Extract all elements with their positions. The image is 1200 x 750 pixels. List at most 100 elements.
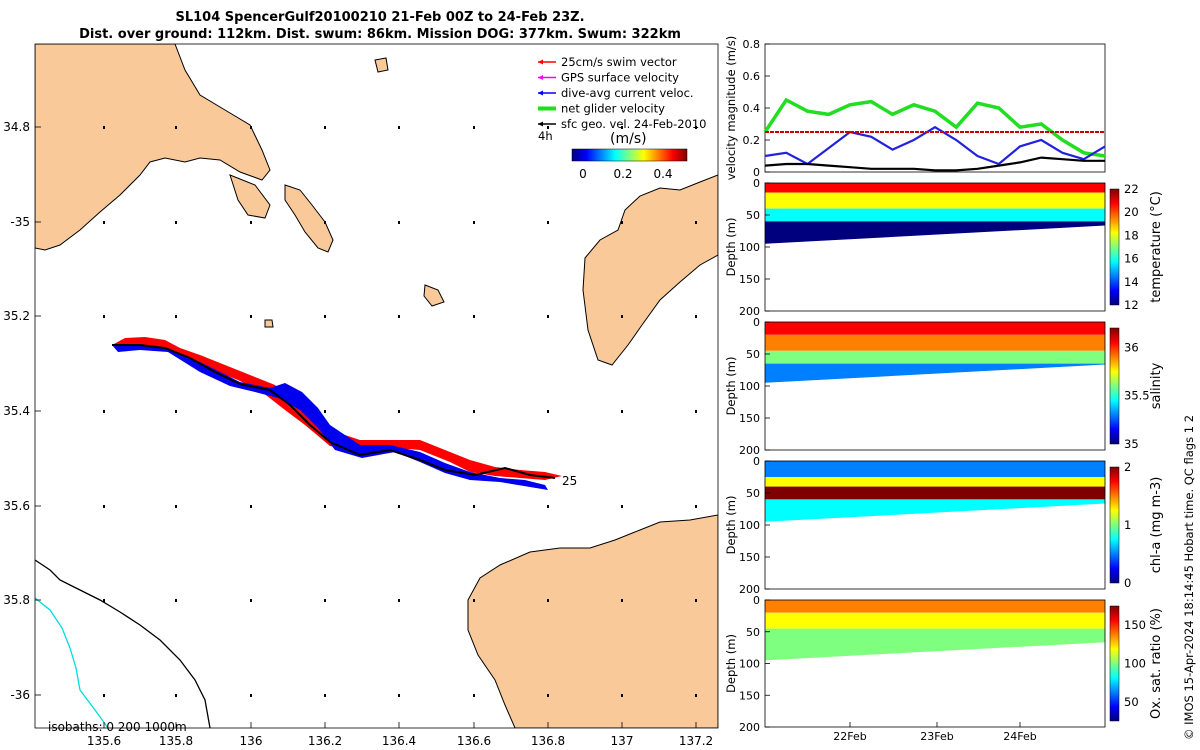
geo-velocity-arrow: [324, 221, 326, 224]
geo-velocity-arrow: [547, 315, 549, 318]
track-red-swim-vectors: [112, 337, 562, 480]
velocity-panel: 0 0.2 0.4 0.6 0.8 velocity magnitude (m/s): [724, 36, 1106, 181]
profile-layer: [765, 334, 1105, 351]
depth-tick-label: 50: [746, 209, 760, 222]
lon-tick-label: 136.6: [457, 734, 491, 748]
geo-velocity-arrow: [621, 599, 623, 602]
profile-layer: [765, 628, 1105, 661]
geo-velocity-arrow: [547, 694, 549, 697]
profile-panel: 0 50 100 150 200 Depth (m) 22 20 18 16 14 12 tempera…: [724, 177, 1164, 318]
map-axes: 135.6 135.8 136 136.2 136.4 136.6 136.8 137 137.…: [3, 120, 713, 748]
colorbar-tick-label: 22: [1124, 182, 1139, 196]
geo-velocity-arrow: [547, 221, 549, 224]
geo-velocity-arrow: [103, 315, 105, 318]
colorbar-tick-label: 1: [1124, 518, 1131, 532]
land-island-small: [423, 284, 445, 307]
depth-tick-label: 100: [739, 380, 760, 393]
colorbar-title: (m/s): [610, 131, 647, 147]
property-clabel: temperature (°C): [1149, 191, 1164, 303]
depth-tick-label: 150: [739, 551, 760, 564]
lat-tick-label: -35: [10, 215, 30, 229]
geo-velocity-arrow: [175, 221, 177, 224]
isobath-200-line: [35, 597, 109, 728]
land-yorke-tip: [229, 174, 271, 219]
velocity-series-line: [764, 125, 1106, 166]
velocity-tick-label: 0.2: [743, 134, 761, 147]
geo-velocity-arrow: [695, 221, 697, 224]
geo-velocity-arrow: [324, 694, 326, 697]
depth-ylabel: Depth (m): [724, 357, 738, 416]
colorbar-tick-label: 0: [579, 167, 587, 181]
speed-colorbar: [571, 148, 688, 162]
date-tick-label: 22Feb: [833, 730, 866, 743]
geo-velocity-arrow: [398, 694, 400, 697]
isobaths-label: isobaths: 0 200 1000m: [48, 720, 187, 734]
land-yorke-peninsula: [35, 44, 271, 251]
geo-velocity-arrow: [473, 221, 475, 224]
colorbar-tick-label: 50: [1124, 695, 1139, 709]
geo-velocity-arrow: [324, 126, 326, 129]
legend-label: 25cm/s swim vector: [561, 55, 677, 69]
profile-layer: [765, 477, 1105, 487]
property-colorbar: [1109, 327, 1120, 445]
depth-tick-label: 200: [739, 721, 760, 734]
geo-velocity-arrow: [695, 315, 697, 318]
land-bottom-right: [467, 514, 718, 728]
velocity-ylabel: velocity magnitude (m/s): [724, 36, 738, 181]
geo-velocity-arrow: [695, 505, 697, 508]
colorbar-tick-label: 2: [1124, 460, 1131, 474]
geo-velocity-arrow: [103, 221, 105, 224]
depth-tick-label: 50: [746, 487, 760, 500]
geo-velocity-arrow: [175, 599, 177, 602]
legend-arrowhead-icon: [538, 59, 543, 65]
geo-velocity-arrow: [175, 315, 177, 318]
colorbar-tick-label: 35.5: [1124, 389, 1150, 403]
geo-velocity-arrow: [398, 410, 400, 413]
isobath-0-line: [35, 559, 211, 728]
geo-velocity-arrow: [324, 505, 326, 508]
geo-velocity-arrow: [473, 410, 475, 413]
geo-velocity-arrow: [324, 599, 326, 602]
depth-tick-label: 50: [746, 626, 760, 639]
geo-velocity-arrow: [473, 505, 475, 508]
map-legend: 25cm/s swim vector GPS surface velocitydi…: [538, 55, 707, 131]
velocity-series-line: [763, 97, 1106, 158]
geo-velocity-arrow: [250, 126, 252, 129]
geo-velocity-arrow: [621, 505, 623, 508]
colorbar-tick-label: 35: [1124, 437, 1139, 451]
geo-velocity-arrow: [621, 221, 623, 224]
geo-velocity-arrow: [250, 410, 252, 413]
geo-velocity-arrow: [103, 599, 105, 602]
colorbar-tick-label: 36: [1124, 340, 1139, 354]
geo-velocity-arrow: [250, 599, 252, 602]
geo-velocity-arrow: [695, 410, 697, 413]
chart-subtitle: Dist. over ground: 112km. Dist. swum: 86…: [79, 27, 681, 42]
profile-layer: [765, 600, 1105, 613]
profile-layer: [765, 221, 1105, 244]
profile-panels: 0 0.2 0.4 0.6 0.8 velocity magnitude (m/s) 0 50…: [724, 36, 1164, 743]
colorbar-tick-label: 0.4: [653, 167, 672, 181]
depth-tick-label: 150: [739, 273, 760, 286]
profile-layer: [765, 461, 1105, 477]
colorbar-tick-label: 0: [1124, 576, 1131, 590]
lon-tick-label: 135.6: [87, 734, 121, 748]
profile-layer: [765, 322, 1105, 335]
geo-velocity-arrow: [473, 694, 475, 697]
depth-ylabel: Depth (m): [724, 496, 738, 555]
property-clabel: chl-a (mg m-3): [1149, 477, 1164, 574]
lon-tick-label: 135.8: [159, 734, 193, 748]
profile-panel: 0 50 100 150 200 Depth (m) 36 35.5 35 salinity: [724, 316, 1164, 457]
legend-extra-label: 4h: [538, 129, 553, 143]
lon-tick-label: 136: [240, 734, 263, 748]
depth-tick-label: 0: [753, 316, 760, 329]
geo-velocity-arrow: [547, 126, 549, 129]
credit-text: © IMOS 15-Apr-2024 18:14:45 Hobart time.…: [1182, 414, 1196, 740]
colorbar-ticks: 0 0.2 0.4: [579, 167, 672, 181]
depth-tick-label: 150: [739, 412, 760, 425]
lat-tick-label: 35.2: [3, 309, 30, 323]
geo-velocity-arrow: [695, 694, 697, 697]
lon-tick-label: 136.2: [308, 734, 342, 748]
geo-velocity-arrow: [175, 505, 177, 508]
lat-tick-label: 35.4: [3, 404, 30, 418]
